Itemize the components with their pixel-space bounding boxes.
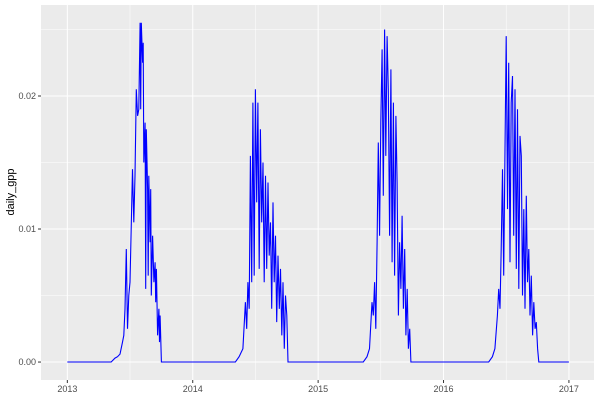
y-tick-label: 0.02: [18, 91, 36, 101]
x-tick-label: 2016: [434, 384, 454, 394]
x-tick-label: 2015: [308, 384, 328, 394]
series-line: [67, 22, 569, 363]
x-tick-label: 2017: [559, 384, 579, 394]
x-tick-label: 2014: [183, 384, 203, 394]
y-axis-label: daily_gpp: [5, 168, 17, 215]
y-tick-label: 0.00: [18, 357, 36, 367]
x-tick-label: 2013: [57, 384, 77, 394]
y-tick-label: 0.01: [18, 224, 36, 234]
